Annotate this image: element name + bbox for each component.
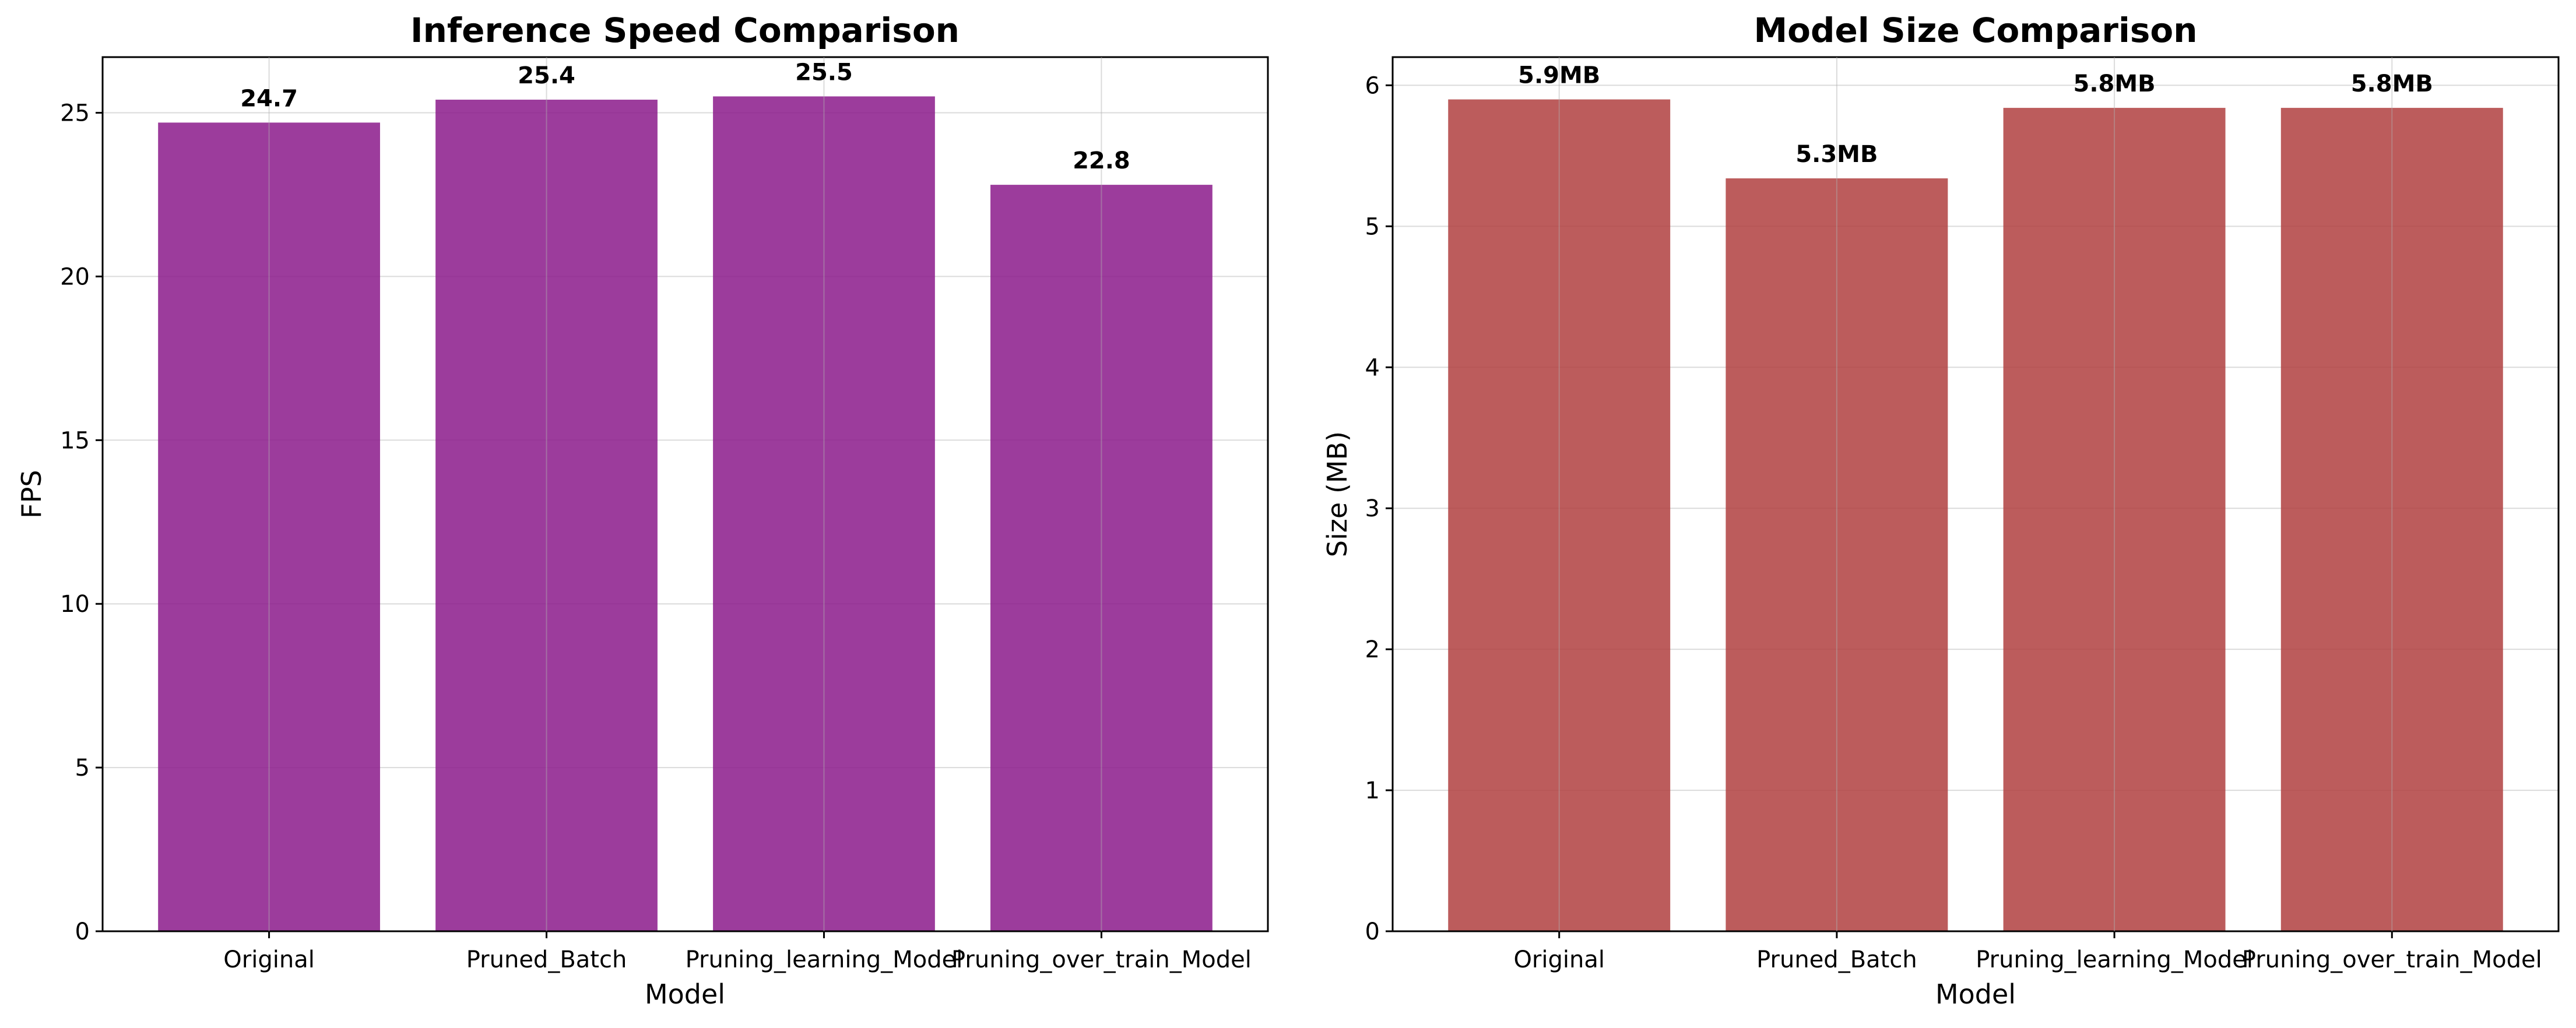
y-axis-label: Size (MB) <box>1322 431 1353 557</box>
y-tick-label: 0 <box>1365 918 1380 945</box>
y-tick-label: 15 <box>60 427 90 454</box>
data-label: 5.3MB <box>1795 141 1878 168</box>
data-label: 5.8MB <box>2074 71 2156 97</box>
chart-title: Inference Speed Comparison <box>410 10 960 50</box>
x-tick-label: Original <box>223 946 315 973</box>
y-tick-label: 0 <box>75 918 90 945</box>
data-label: 24.7 <box>240 85 298 112</box>
data-label: 25.4 <box>518 62 575 89</box>
bar <box>1725 178 1948 932</box>
y-axis-label: FPS <box>16 470 47 518</box>
y-tick-label: 5 <box>75 755 90 781</box>
y-tick-label: 6 <box>1365 72 1380 99</box>
bar <box>713 96 935 931</box>
x-tick-label: Pruned_Batch <box>466 946 627 973</box>
plot-frame <box>1391 56 2560 932</box>
data-label: 5.9MB <box>1518 62 1600 89</box>
bar <box>435 100 658 932</box>
x-tick-label: Pruning_over_train_Model <box>951 946 1252 973</box>
x-tick-label: Pruning_over_train_Model <box>2242 946 2542 973</box>
y-tick-label: 25 <box>60 100 90 127</box>
y-tick-label: 2 <box>1365 636 1380 663</box>
y-tick-label: 10 <box>60 591 90 618</box>
x-axis-label: Model <box>1935 978 2016 1010</box>
x-axis-label: Model <box>645 978 725 1010</box>
y-tick-label: 4 <box>1365 354 1380 381</box>
y-tick-label: 20 <box>60 263 90 290</box>
y-tick-label: 3 <box>1365 495 1380 522</box>
y-tick-label: 1 <box>1365 777 1380 804</box>
bar <box>990 185 1213 932</box>
model-size-chart: 0 1 2 3 4 5 6 Original Pruned_Batch Pruning_learn… <box>1322 10 2560 1010</box>
x-tick-label: Pruning_learning_Model <box>1976 946 2253 973</box>
data-label: 22.8 <box>1073 147 1130 174</box>
plot-frame <box>101 56 1269 932</box>
x-tick-label: Pruning_learning_Model <box>686 946 963 973</box>
bar <box>158 122 380 931</box>
x-tick-label: Original <box>1513 946 1605 973</box>
y-tick-label: 5 <box>1365 213 1380 240</box>
bar <box>1448 99 1671 931</box>
data-label: 25.5 <box>795 59 853 86</box>
inference-speed-chart: 0 5 10 15 20 25 Original Pruned_Batch Pruning_le… <box>16 10 1269 1010</box>
bar <box>2003 108 2226 931</box>
data-label: 5.8MB <box>2351 71 2433 97</box>
bar <box>2280 108 2503 931</box>
chart-title: Model Size Comparison <box>1753 10 2197 50</box>
x-tick-label: Pruned_Batch <box>1756 946 1917 973</box>
